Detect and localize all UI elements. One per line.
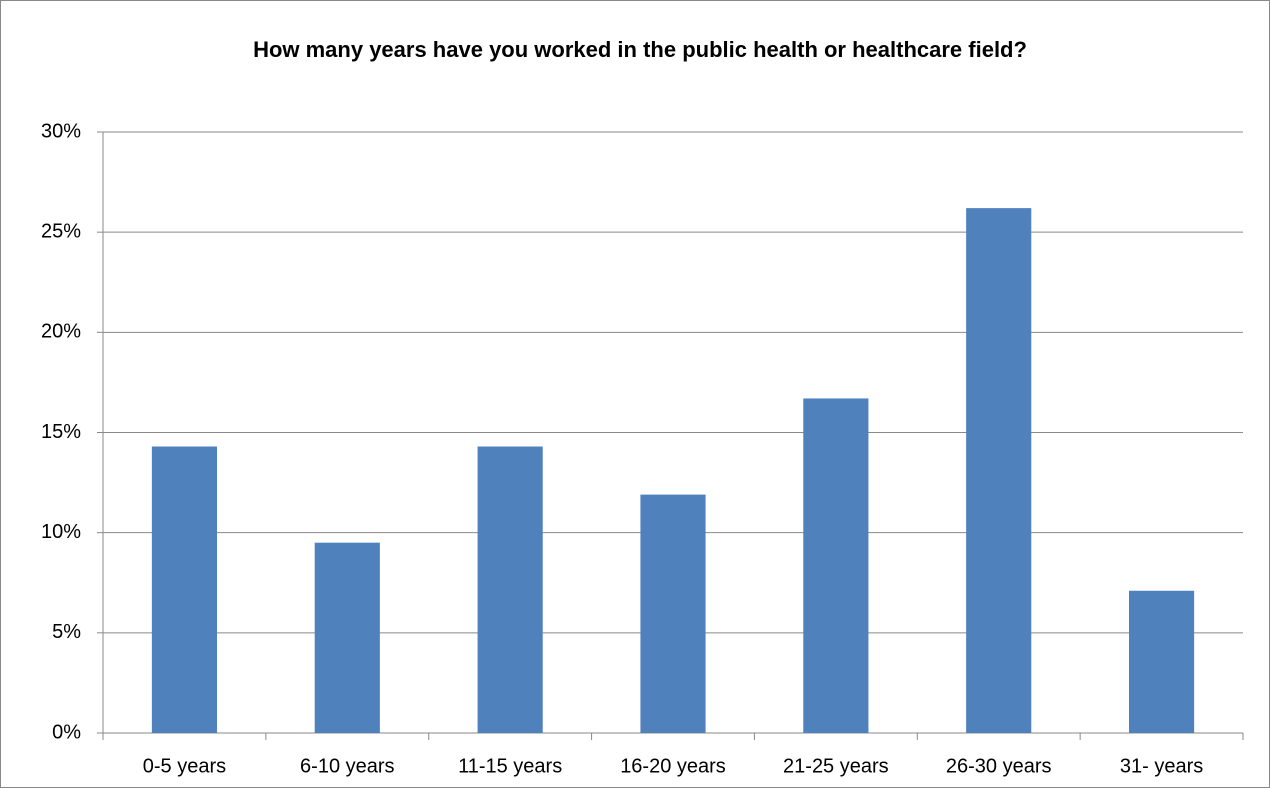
bar xyxy=(477,446,543,733)
bar xyxy=(314,542,380,733)
y-tick-label: 25% xyxy=(41,220,81,242)
y-tick-label: 30% xyxy=(41,120,81,142)
x-tick-label: 16-20 years xyxy=(620,755,726,777)
bar xyxy=(640,494,706,733)
y-tick-label: 10% xyxy=(41,521,81,543)
y-tick-label: 20% xyxy=(41,321,81,343)
bar xyxy=(1129,590,1195,733)
x-tick-label: 21-25 years xyxy=(783,755,889,777)
x-tick-label: 0-5 years xyxy=(143,755,226,777)
chart-title: How many years have you worked in the pu… xyxy=(253,37,1027,62)
bar xyxy=(966,208,1032,734)
x-tick-label: 11-15 years xyxy=(458,755,562,777)
x-tick-label: 31- years xyxy=(1120,755,1203,777)
x-tick-label: 6-10 years xyxy=(300,755,395,777)
bar xyxy=(151,446,217,733)
bar xyxy=(803,398,869,733)
x-tick-label: 26-30 years xyxy=(946,755,1052,777)
y-tick-label: 5% xyxy=(52,621,81,643)
y-tick-label: 15% xyxy=(41,421,81,443)
y-tick-label: 0% xyxy=(52,721,81,743)
